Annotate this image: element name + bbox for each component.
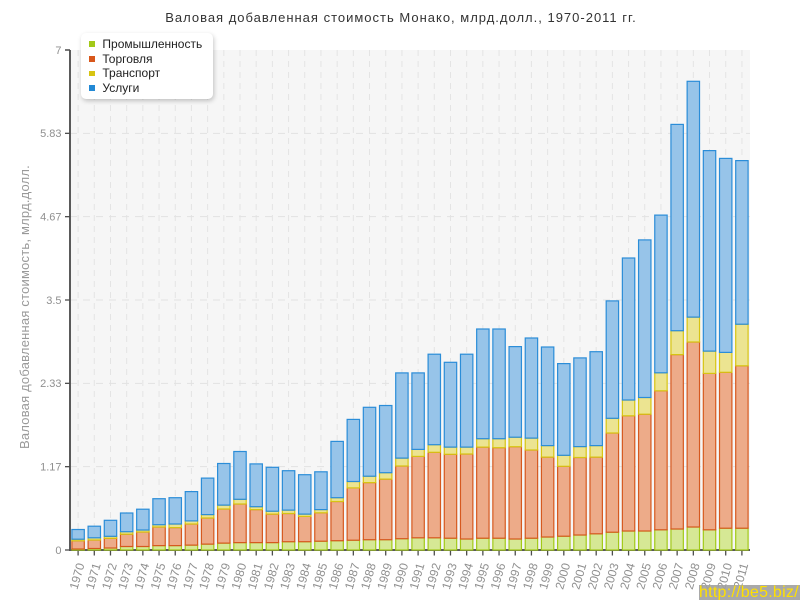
svg-text:Валовая добавленная стоимость,: Валовая добавленная стоимость, млрд.долл… bbox=[17, 165, 32, 449]
svg-text:5.83: 5.83 bbox=[40, 128, 61, 140]
svg-text:3.5: 3.5 bbox=[46, 295, 61, 307]
svg-text:Валовая добавленная стоимость: Валовая добавленная стоимость Монако, мл… bbox=[165, 10, 637, 25]
svg-text:4.67: 4.67 bbox=[40, 212, 61, 224]
svg-text:2.33: 2.33 bbox=[40, 378, 61, 390]
svg-text:2011: 2011 bbox=[731, 561, 752, 590]
svg-text:1.17: 1.17 bbox=[40, 462, 61, 474]
svg-text:0: 0 bbox=[55, 545, 61, 557]
svg-text:7: 7 bbox=[55, 45, 61, 57]
